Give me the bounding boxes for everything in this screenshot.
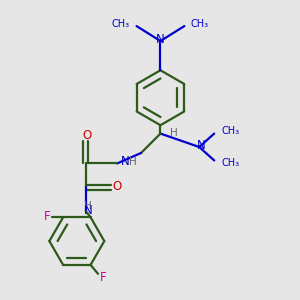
Text: N: N	[121, 154, 130, 167]
Text: CH₃: CH₃	[222, 158, 240, 168]
Text: CH₃: CH₃	[191, 19, 209, 29]
Text: O: O	[82, 129, 91, 142]
Text: O: O	[112, 180, 122, 193]
Text: H: H	[129, 157, 136, 166]
Text: F: F	[44, 210, 51, 223]
Text: N: N	[196, 139, 205, 152]
Text: H: H	[170, 128, 178, 138]
Text: CH₃: CH₃	[222, 126, 240, 136]
Text: H: H	[84, 201, 92, 211]
Text: CH₃: CH₃	[112, 19, 130, 29]
Text: N: N	[156, 33, 165, 46]
Text: F: F	[100, 271, 106, 284]
Text: N: N	[84, 204, 93, 217]
